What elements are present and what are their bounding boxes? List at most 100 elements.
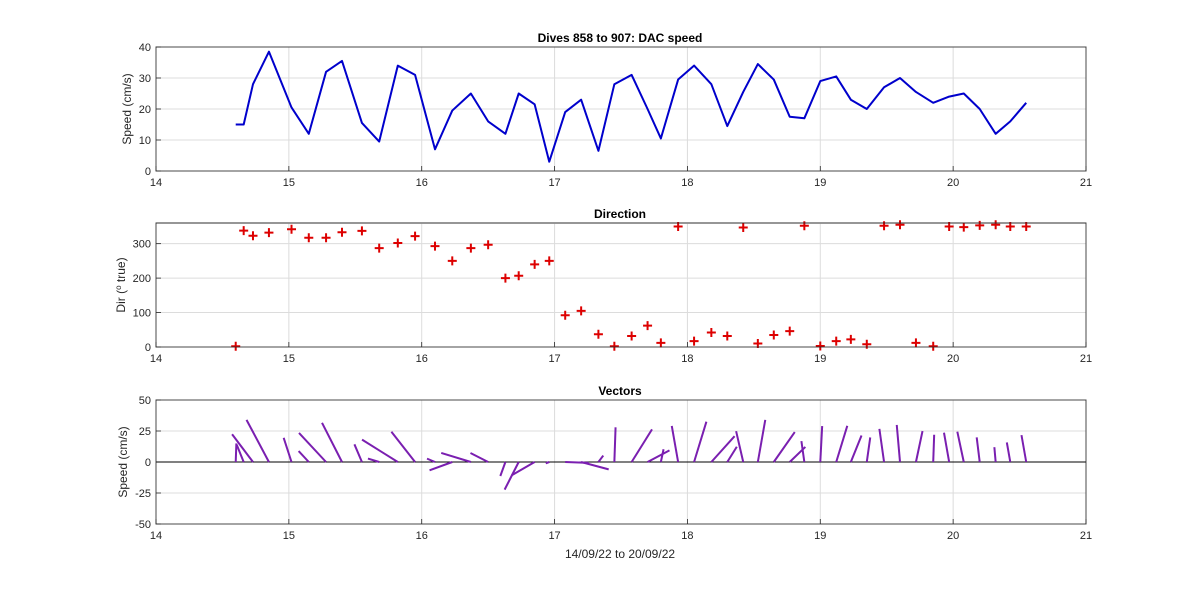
- vectors-xtick-label: 20: [947, 530, 959, 542]
- vectors-xtick-label: 19: [814, 530, 826, 542]
- direction-xtick-label: 15: [283, 353, 295, 365]
- vector-stick: [499, 461, 507, 477]
- vector-stick: [710, 435, 736, 463]
- vector-stick: [943, 432, 951, 463]
- direction-point: [500, 273, 510, 283]
- vector-stick: [470, 452, 489, 463]
- vectors-ytick-label: 50: [139, 395, 151, 407]
- vectors-xtick-label: 18: [681, 530, 693, 542]
- vectors-ytick-label: -50: [135, 519, 151, 531]
- direction-panel-ylabel: Dir (o true): [114, 257, 129, 312]
- speed-xtick-label: 20: [947, 177, 959, 189]
- direction-xtick-label: 20: [947, 353, 959, 365]
- speed-ytick-label: 30: [139, 73, 151, 85]
- speed-xtick-label: 16: [416, 177, 428, 189]
- vector-stick: [1005, 442, 1012, 463]
- direction-point: [248, 231, 258, 241]
- direction-point: [609, 341, 619, 351]
- direction-ytick-label: 200: [133, 273, 151, 285]
- direction-point: [304, 233, 314, 243]
- direction-point: [959, 222, 969, 232]
- direction-xtick-label: 16: [416, 353, 428, 365]
- direction-xtick-label: 18: [681, 353, 693, 365]
- direction-point: [374, 243, 384, 253]
- direction-xtick-label: 14: [150, 353, 162, 365]
- direction-point: [430, 241, 440, 251]
- vectors-panel: Vectors Speed (cm/s) 14/09/22 to 20/09/2…: [116, 384, 1092, 561]
- direction-point: [466, 243, 476, 253]
- speed-panel: Dives 858 to 907: DAC speed Speed (cm/s)…: [120, 31, 1092, 189]
- vector-stick: [835, 425, 849, 463]
- vectors-ytick-label: 25: [139, 426, 151, 438]
- vector-stick: [231, 433, 254, 463]
- direction-point: [483, 240, 493, 250]
- direction-point: [287, 224, 297, 234]
- vector-stick: [580, 461, 609, 471]
- direction-point: [576, 306, 586, 316]
- direction-point: [689, 336, 699, 346]
- direction-point: [975, 220, 985, 230]
- direction-axes-border: [155, 222, 1087, 348]
- direction-point: [928, 341, 938, 351]
- vectors-ytick-label: -25: [135, 488, 151, 500]
- vector-stick: [390, 431, 416, 463]
- vector-stick: [321, 422, 343, 463]
- vector-stick: [361, 438, 399, 463]
- vector-stick: [878, 428, 886, 463]
- speed-xtick-label: 18: [681, 177, 693, 189]
- direction-point: [656, 338, 666, 348]
- vector-stick: [597, 454, 605, 463]
- direction-ytick-label: 100: [133, 308, 151, 320]
- direction-plot-area: [155, 222, 1087, 348]
- vector-stick: [735, 430, 745, 463]
- vector-stick: [235, 444, 245, 463]
- vector-stick: [245, 419, 270, 463]
- vector-stick: [647, 449, 670, 463]
- direction-ylabel-prefix: Dir (: [114, 290, 128, 313]
- vector-stick: [426, 457, 436, 463]
- vectors-ytick-label: 0: [145, 457, 151, 469]
- vector-stick: [726, 446, 738, 463]
- direction-point: [393, 238, 403, 248]
- vector-stick: [756, 419, 767, 463]
- direction-point: [337, 227, 347, 237]
- vector-stick: [932, 434, 936, 463]
- vector-stick: [613, 427, 617, 463]
- vector-stick: [298, 432, 327, 463]
- direction-xtick-label: 17: [548, 353, 560, 365]
- speed-ytick-label: 40: [139, 42, 151, 54]
- direction-point: [627, 331, 637, 341]
- vectors-axes-border: [155, 399, 1087, 525]
- vector-stick: [297, 450, 310, 463]
- direction-point: [785, 326, 795, 336]
- vectors-panel-title: Vectors: [598, 384, 642, 398]
- direction-point: [706, 328, 716, 338]
- direction-point: [514, 271, 524, 281]
- vector-stick: [670, 425, 680, 463]
- vector-stick: [819, 426, 824, 463]
- direction-point: [239, 226, 249, 236]
- direction-point: [769, 330, 779, 340]
- vector-stick: [503, 461, 520, 491]
- speed-ytick-label: 10: [139, 135, 151, 147]
- speed-panel-ylabel: Speed (cm/s): [120, 73, 134, 144]
- vector-stick: [895, 424, 901, 463]
- direction-point: [593, 329, 603, 339]
- speed-xtick-label: 21: [1080, 177, 1092, 189]
- vector-stick: [1020, 434, 1028, 463]
- direction-point: [357, 226, 367, 236]
- speed-axes-border: [155, 46, 1087, 172]
- direction-point: [410, 231, 420, 241]
- vector-stick: [993, 447, 997, 463]
- direction-point: [738, 222, 748, 232]
- speed-ytick-label: 20: [139, 104, 151, 116]
- direction-point: [544, 256, 554, 266]
- direction-ylabel-degree: o: [114, 285, 123, 290]
- direction-point: [722, 331, 732, 341]
- vectors-xtick-label: 15: [283, 530, 295, 542]
- direction-point: [530, 259, 540, 269]
- direction-xtick-label: 21: [1080, 353, 1092, 365]
- vectors-xtick-label: 14: [150, 530, 162, 542]
- vectors-panel-xlabel: 14/09/22 to 20/09/22: [565, 547, 675, 561]
